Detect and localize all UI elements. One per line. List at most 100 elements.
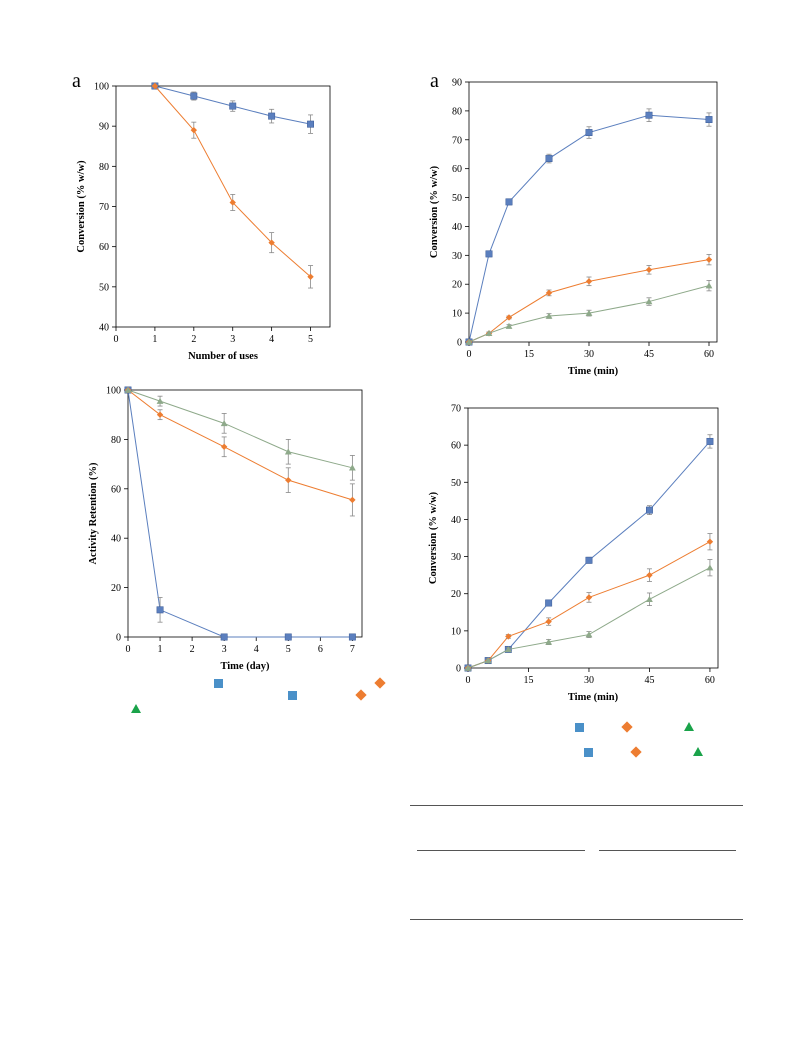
plot-frame <box>127 389 363 638</box>
data-point-square <box>585 129 593 137</box>
data-point-triangle <box>646 595 653 603</box>
data-point-diamond <box>545 289 553 297</box>
data-point-triangle <box>545 638 553 645</box>
data-point-diamond <box>151 82 159 90</box>
series-line <box>468 114 710 343</box>
chart-time-a: 0 10 20 30 40 50 60 70 80 90 0 15 30 45 60 Time (min) Co… <box>429 78 718 377</box>
data-point-square <box>545 155 553 163</box>
data-point-diamond <box>585 278 593 285</box>
data-point-square <box>307 120 314 128</box>
y-tick-label: 10 <box>452 309 462 320</box>
data-point-square <box>645 111 653 119</box>
y-tick-label: 70 <box>99 202 109 213</box>
y-tick-label: 60 <box>99 242 109 253</box>
x-tick-label: 45 <box>644 349 654 360</box>
y-tick-label: 100 <box>106 386 121 397</box>
y-tick-label: 0 <box>457 338 462 349</box>
data-point-diamond <box>220 443 228 451</box>
x-tick-label: 45 <box>644 675 654 686</box>
y-tick-label: 50 <box>99 282 109 293</box>
y-tick-label: 40 <box>451 515 461 526</box>
data-point-square <box>485 250 493 258</box>
data-point-diamond <box>646 571 653 579</box>
y-tick-label: 50 <box>451 478 461 489</box>
legend-square-4 <box>584 748 593 757</box>
y-tick-label: 50 <box>452 193 462 204</box>
y-tick-label: 70 <box>452 135 462 146</box>
data-point-triangle <box>705 282 713 289</box>
y-tick-label: 20 <box>451 589 461 600</box>
x-tick-label: 30 <box>584 675 594 686</box>
data-point-triangle <box>485 329 493 337</box>
y-tick-label: 70 <box>451 404 461 415</box>
y-tick-label: 40 <box>111 534 121 545</box>
data-point-square <box>585 556 593 564</box>
data-point-diamond <box>229 199 236 206</box>
y-tick-label: 80 <box>99 162 109 173</box>
x-tick-label: 0 <box>467 349 472 360</box>
data-point-triangle <box>504 646 512 653</box>
data-point-diamond <box>285 476 292 484</box>
chart-retention: 0 20 40 60 80 100 0 1 2 3 4 5 6 7 Time (day) Activity R… <box>88 386 363 672</box>
y-tick-label: 30 <box>452 251 462 262</box>
data-point-triangle <box>585 631 593 638</box>
y-tick-label: 20 <box>452 280 462 291</box>
x-tick-label: 60 <box>704 349 714 360</box>
y-axis-label: Activity Retention (%) <box>88 462 99 565</box>
y-tick-label: 80 <box>111 435 121 446</box>
y-tick-label: 90 <box>99 122 109 133</box>
y-tick-label: 60 <box>111 484 121 495</box>
y-tick-label: 10 <box>451 626 461 637</box>
data-point-triangle <box>348 464 356 471</box>
data-point-diamond <box>156 411 164 418</box>
x-tick-label: 5 <box>308 334 313 345</box>
plot-frame <box>467 407 719 669</box>
data-point-diamond <box>349 496 356 504</box>
legend-diamond-1 <box>374 677 386 689</box>
x-tick-label: 30 <box>584 349 594 360</box>
plot-frame <box>115 85 331 328</box>
y-tick-label: 40 <box>452 222 462 233</box>
data-point-triangle <box>484 657 492 664</box>
x-tick-label: 1 <box>158 644 163 655</box>
y-tick-label: 20 <box>111 583 121 594</box>
data-point-square <box>268 112 276 120</box>
data-point-diamond <box>545 618 552 625</box>
data-point-triangle <box>220 419 228 427</box>
y-axis-label: Conversion (% w/w) <box>429 165 440 258</box>
data-point-diamond <box>190 126 198 134</box>
panel-letter-top-left: a <box>72 70 81 92</box>
data-point-square <box>229 102 237 110</box>
series-line <box>154 85 311 278</box>
legend-triangle-1 <box>131 704 141 713</box>
x-axis-label: Time (day) <box>220 661 270 672</box>
y-axis-label: Conversion (% w/w) <box>76 160 87 253</box>
x-tick-label: 7 <box>350 644 355 655</box>
data-point-triangle <box>464 664 472 671</box>
panel-letter-top-right: a <box>430 70 439 92</box>
x-axis-label: Number of uses <box>188 351 258 362</box>
x-tick-label: 2 <box>191 334 196 345</box>
y-tick-label: 0 <box>116 633 121 644</box>
data-point-square <box>156 606 164 614</box>
y-tick-label: 60 <box>451 441 461 452</box>
legend-square-2 <box>288 691 297 700</box>
table-mid-rule-left <box>417 850 585 851</box>
series-line <box>468 259 710 343</box>
x-tick-label: 3 <box>222 644 227 655</box>
data-point-square <box>706 437 714 445</box>
x-tick-label: 3 <box>230 334 235 345</box>
data-point-triangle <box>645 298 653 305</box>
table-top-rule <box>410 805 743 806</box>
data-point-diamond <box>505 314 513 321</box>
data-point-square <box>705 116 713 124</box>
y-tick-label: 0 <box>456 664 461 675</box>
series-line <box>127 389 353 638</box>
data-point-triangle <box>505 322 513 329</box>
x-tick-label: 60 <box>705 675 715 686</box>
data-point-triangle <box>465 338 473 345</box>
data-point-triangle <box>585 309 593 316</box>
data-point-triangle <box>706 564 714 571</box>
x-axis-label: Time (min) <box>568 366 619 377</box>
y-tick-label: 100 <box>94 82 109 93</box>
